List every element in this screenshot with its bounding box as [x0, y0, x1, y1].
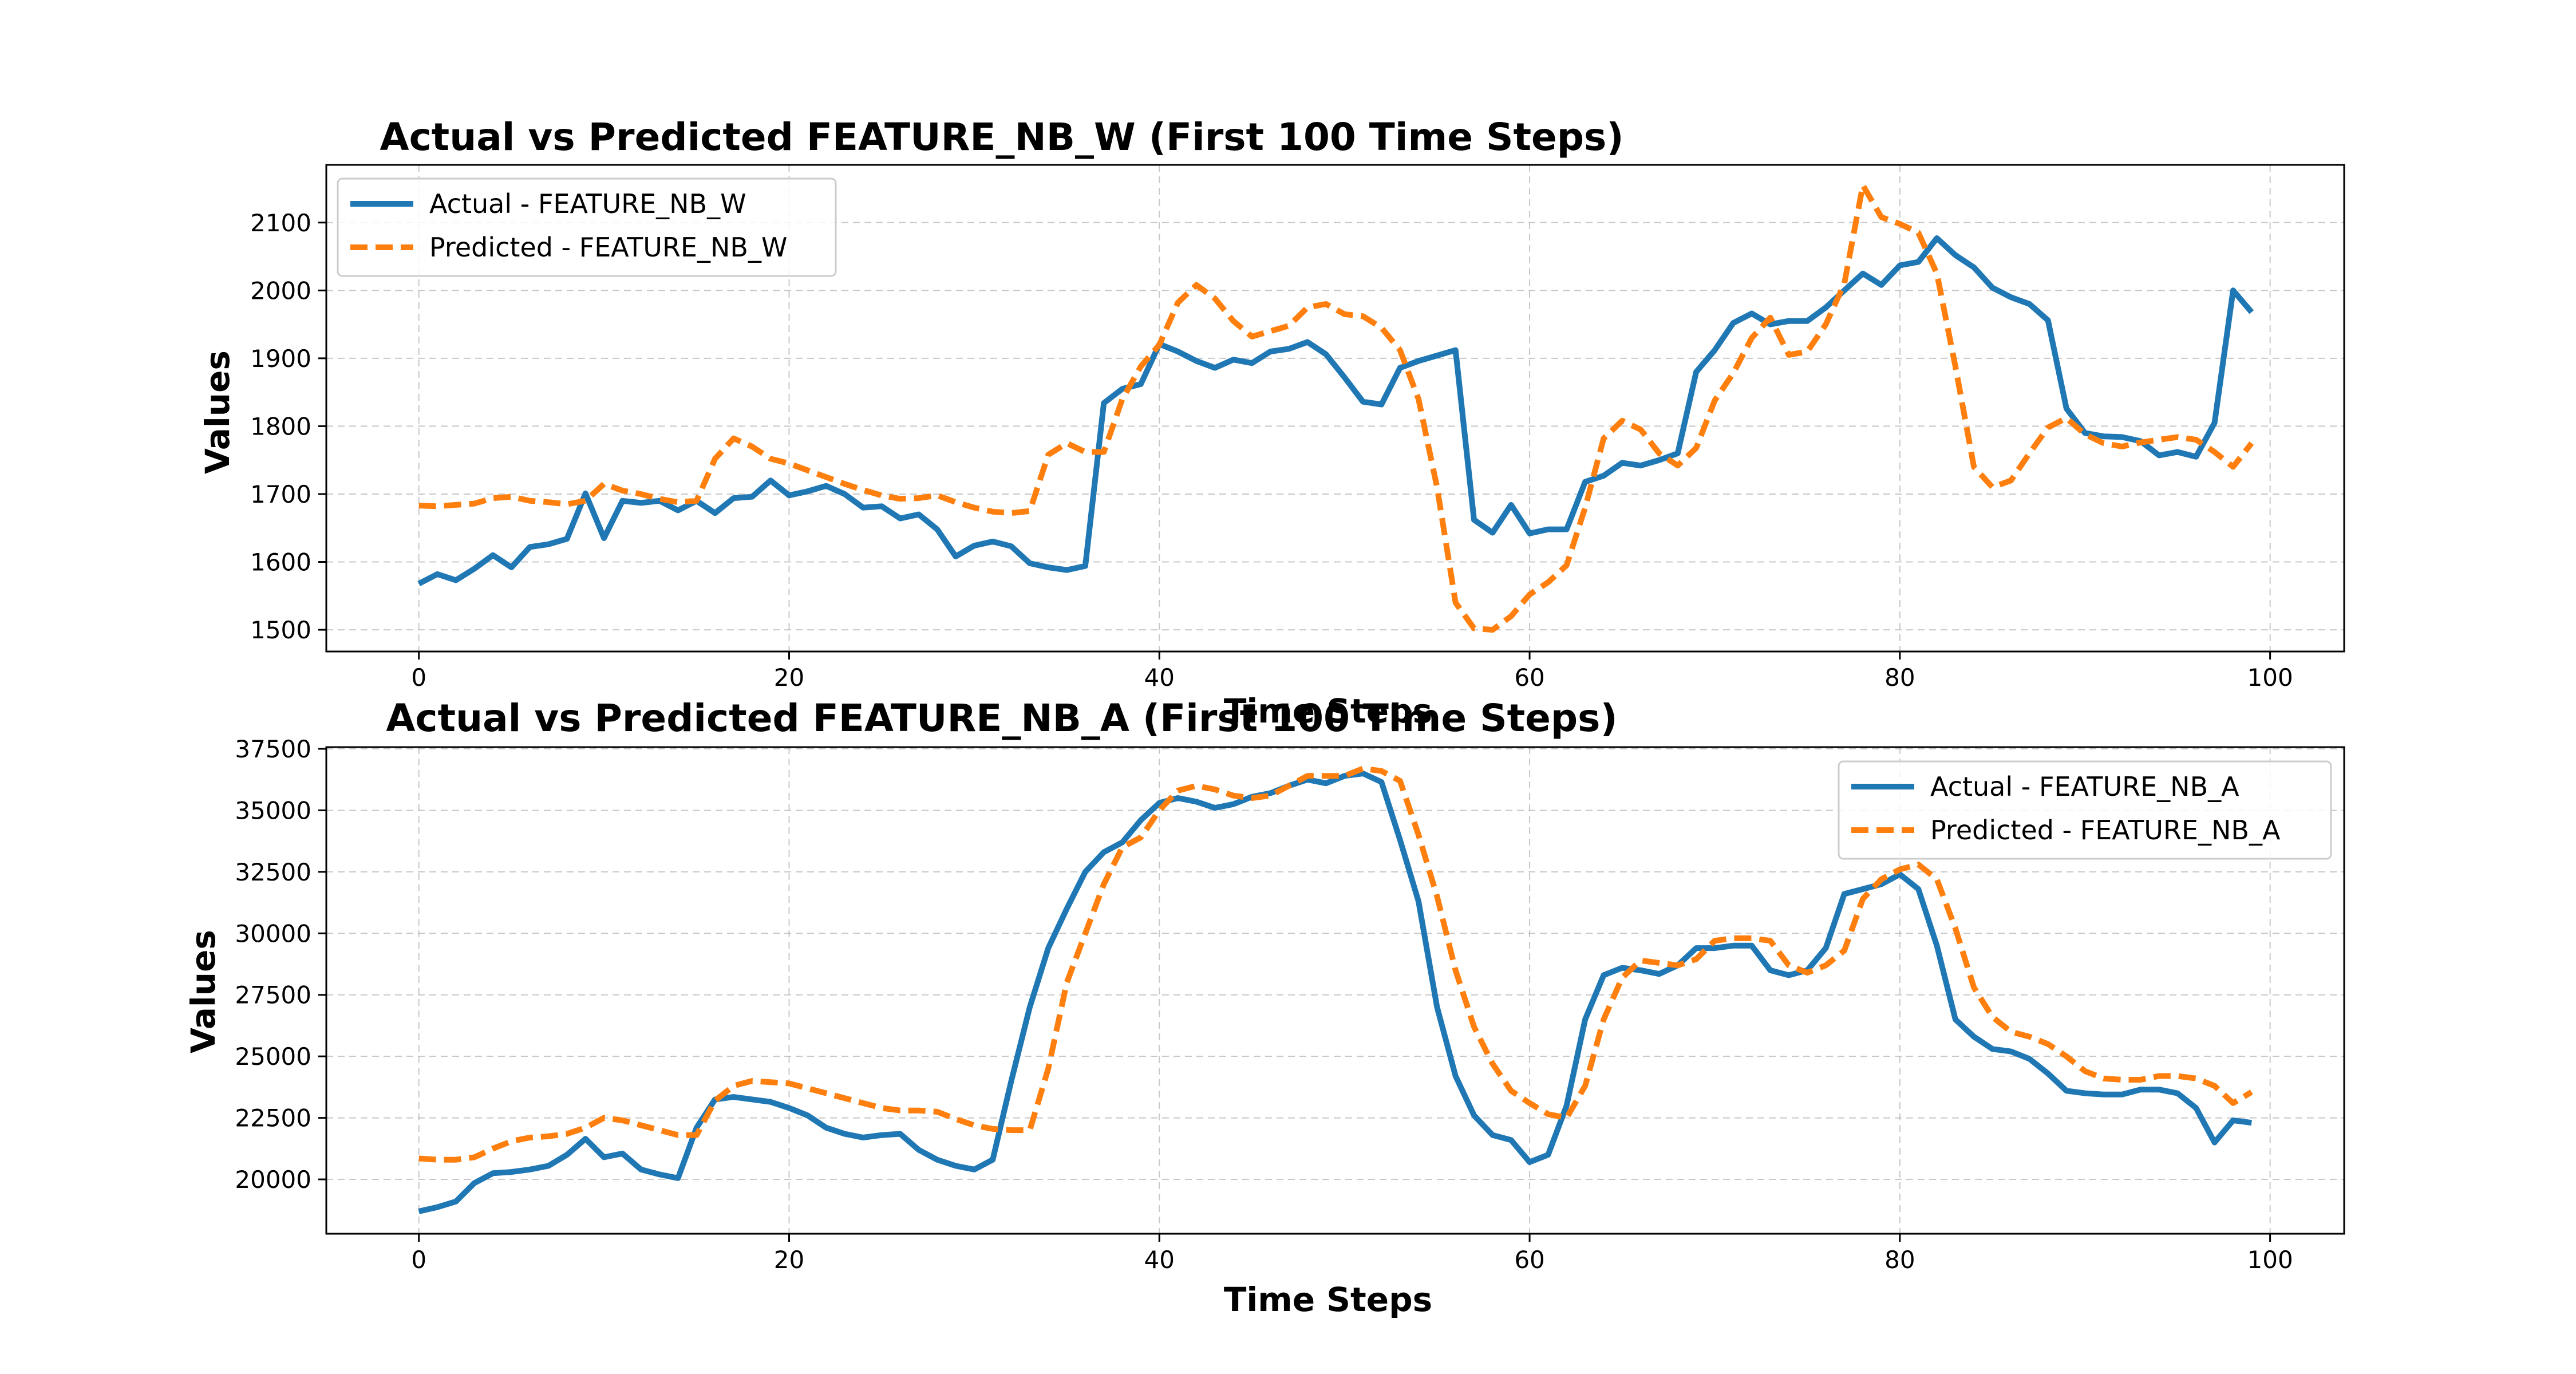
- y-tick-label: 1700: [250, 480, 311, 508]
- y-tick-label: 32500: [235, 858, 311, 886]
- y-tick-label: 2000: [250, 277, 311, 305]
- series-line-predicted-top: [418, 182, 2254, 633]
- x-tick-label: 40: [1144, 664, 1175, 692]
- series-line-actual-bottom: [418, 771, 2252, 1214]
- x-tick-label: 20: [774, 1246, 804, 1274]
- x-axis-label-bottom: Time Steps: [1224, 1280, 1432, 1319]
- y-tick-label: 1900: [250, 345, 311, 373]
- axes-frame-bottom: [325, 746, 2345, 1235]
- chart-title-bottom: Actual vs Predicted FEATURE_NB_A (First …: [386, 696, 1617, 740]
- x-tick-label: 80: [1884, 1246, 1915, 1274]
- series-line-predicted-bottom: [418, 765, 2253, 1163]
- y-tick-label: 1800: [250, 412, 311, 440]
- legend-label-actual-top: Actual - FEATURE_NB_W: [429, 188, 746, 219]
- plot-area-top: 0 20 40 60 80 100 1500 1600 1700 1800 1900 2000 2100: [250, 164, 2345, 692]
- y-axis-label-bottom: Values: [184, 930, 223, 1053]
- legend-top: Actual - FEATURE_NB_W Predicted - FEATUR…: [337, 177, 837, 277]
- x-tick-label: 60: [1514, 664, 1544, 692]
- chart-title-top: Actual vs Predicted FEATURE_NB_W (First …: [380, 115, 1623, 159]
- x-tick-label: 20: [774, 664, 804, 692]
- x-tick-label: 80: [1884, 664, 1915, 692]
- chart-panel-top: Actual vs Predicted FEATURE_NB_W (First …: [198, 115, 2345, 731]
- y-tick-label: 35000: [235, 796, 311, 824]
- legend-label-actual-bottom: Actual - FEATURE_NB_A: [1930, 771, 2239, 802]
- legend-box-bottom: [1838, 760, 2332, 860]
- y-tick-label: 2100: [250, 209, 311, 237]
- y-tick-label: 1500: [250, 616, 311, 644]
- x-tick-label: 0: [411, 1246, 426, 1274]
- y-tick-label: 22500: [235, 1104, 311, 1132]
- legend-bottom: Actual - FEATURE_NB_A Predicted - FEATUR…: [1838, 760, 2332, 860]
- plot-area-bottom: 0 20 40 60 80 100 20000 22500 25000 27500 30000 325…: [235, 735, 2345, 1274]
- legend-label-predicted-top: Predicted - FEATURE_NB_W: [429, 232, 787, 263]
- axes-frame-top: [325, 164, 2345, 653]
- y-tick-label: 27500: [235, 981, 311, 1009]
- x-tick-label: 60: [1514, 1246, 1544, 1274]
- y-tick-label: 1600: [250, 548, 311, 577]
- y-tick-label: 37500: [235, 735, 311, 763]
- x-tick-label: 100: [2247, 664, 2293, 692]
- legend-label-predicted-bottom: Predicted - FEATURE_NB_A: [1930, 815, 2281, 846]
- y-tick-label: 30000: [235, 919, 311, 947]
- x-tick-label: 100: [2247, 1246, 2293, 1274]
- y-axis-label-top: Values: [198, 350, 237, 474]
- series-line-actual-top: [417, 235, 2254, 586]
- legend-box-top: [337, 177, 837, 277]
- x-tick-label: 0: [411, 664, 426, 692]
- x-tick-label: 40: [1144, 1246, 1175, 1274]
- chart-panel-bottom: Actual vs Predicted FEATURE_NB_A (First …: [184, 696, 2345, 1319]
- y-tick-label: 20000: [235, 1166, 311, 1194]
- y-tick-label: 25000: [235, 1043, 311, 1071]
- x-axis-label-top: Time Steps: [1224, 692, 1432, 731]
